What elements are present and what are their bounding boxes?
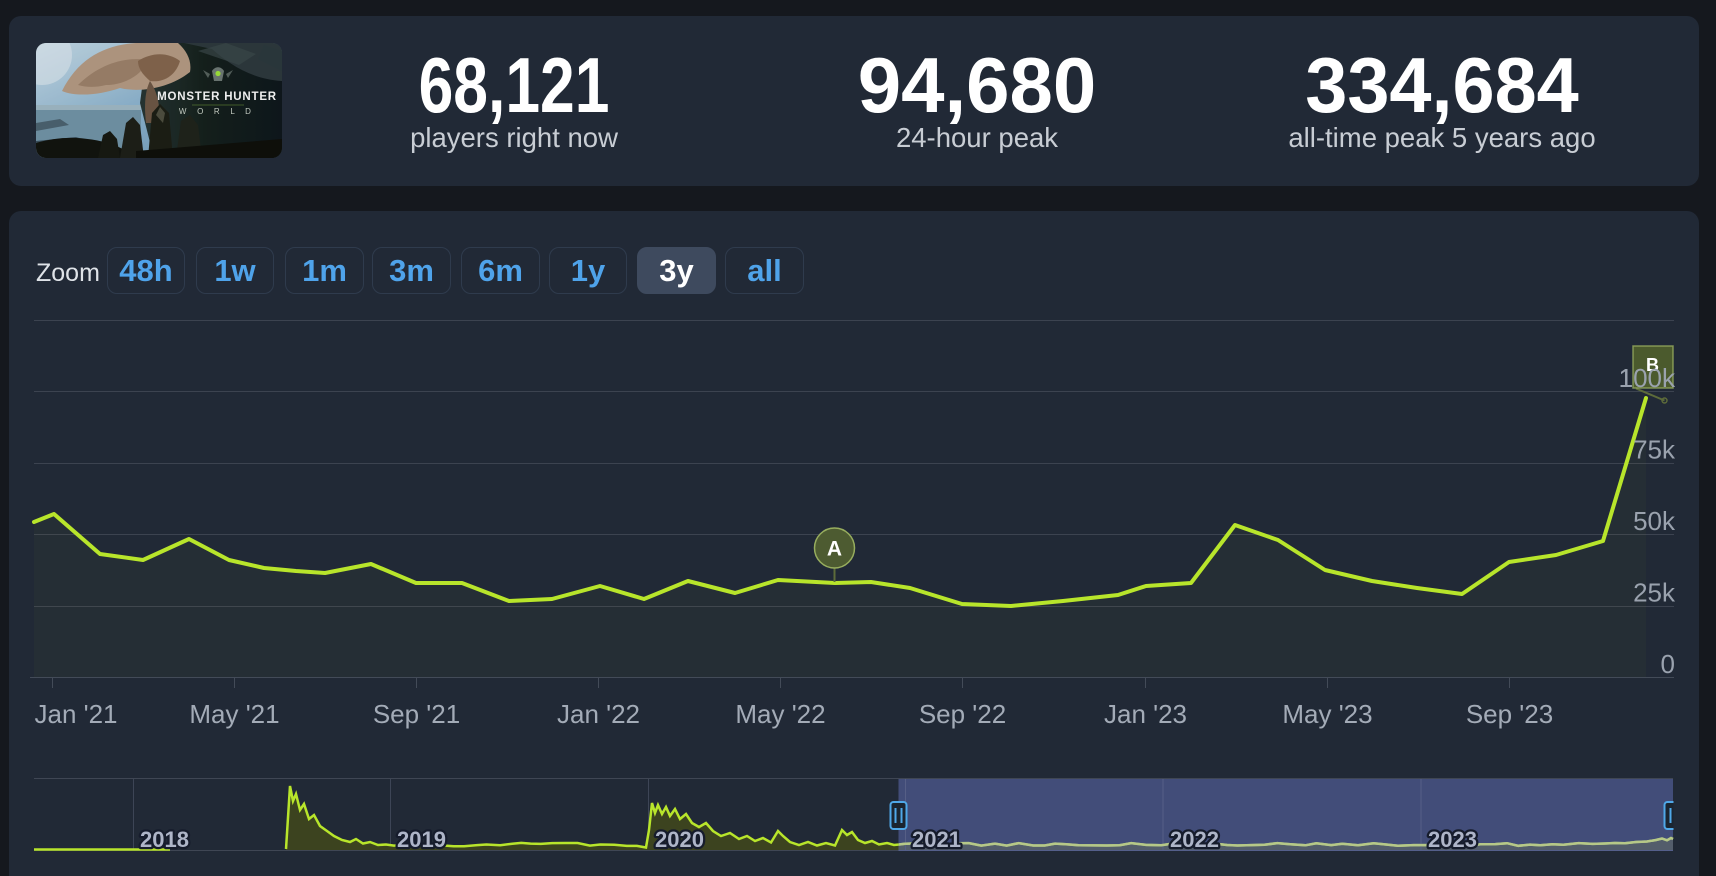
svg-text:May '23: May '23 xyxy=(1282,699,1372,729)
svg-text:25k: 25k xyxy=(1633,578,1676,608)
svg-text:100k: 100k xyxy=(1619,363,1676,393)
svg-text:2022: 2022 xyxy=(1170,827,1219,852)
svg-text:2023: 2023 xyxy=(1428,827,1477,852)
svg-text:Jan '23: Jan '23 xyxy=(1104,699,1187,729)
svg-text:May '21: May '21 xyxy=(189,699,279,729)
svg-text:May '22: May '22 xyxy=(735,699,825,729)
svg-text:Sep '22: Sep '22 xyxy=(919,699,1006,729)
svg-text:2021: 2021 xyxy=(912,827,961,852)
svg-text:Sep '23: Sep '23 xyxy=(1466,699,1553,729)
svg-text:Jan '22: Jan '22 xyxy=(557,699,640,729)
svg-text:75k: 75k xyxy=(1633,435,1676,465)
svg-text:2019: 2019 xyxy=(397,827,446,852)
svg-text:0: 0 xyxy=(1661,649,1675,679)
svg-text:Jan '21: Jan '21 xyxy=(34,699,117,729)
svg-text:2018: 2018 xyxy=(140,827,189,852)
svg-text:MONSTER HUNTER: MONSTER HUNTER xyxy=(157,91,277,103)
svg-text:Sep '21: Sep '21 xyxy=(373,699,460,729)
svg-text:2020: 2020 xyxy=(655,827,704,852)
svg-text:W O R L D: W O R L D xyxy=(179,107,255,116)
svg-text:50k: 50k xyxy=(1633,506,1676,536)
svg-text:A: A xyxy=(827,538,842,561)
svg-text:B: B xyxy=(1646,355,1659,375)
